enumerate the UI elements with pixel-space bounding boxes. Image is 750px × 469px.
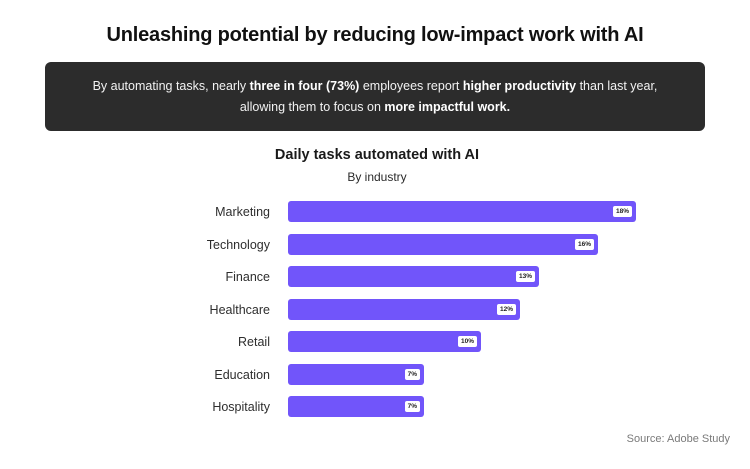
category-label: Marketing bbox=[215, 205, 270, 219]
value-label: 12% bbox=[496, 303, 516, 315]
category-label: Finance bbox=[225, 270, 270, 284]
banner-line-1: By automating tasks, nearly three in fou… bbox=[45, 76, 705, 97]
category-label: Retail bbox=[238, 335, 270, 349]
bar: 7% bbox=[288, 363, 424, 385]
chart-subtitle: By industry bbox=[347, 170, 407, 184]
bar-row-hospitality: Hospitality 7% bbox=[0, 396, 750, 418]
banner-text: allowing them to focus on bbox=[239, 99, 385, 114]
key-stat-banner: By automating tasks, nearly three in fou… bbox=[45, 62, 705, 131]
bar-row-finance: Finance 13% bbox=[0, 266, 750, 288]
category-label: Hospitality bbox=[212, 400, 270, 414]
bar: 7% bbox=[288, 396, 424, 417]
bar-row-retail: Retail 10% bbox=[0, 331, 750, 353]
bar-row-education: Education 7% bbox=[0, 363, 750, 386]
banner-highlight-share: three in four (73%) bbox=[249, 78, 360, 93]
banner-text: than last year, bbox=[576, 78, 658, 93]
value-label: 18% bbox=[612, 206, 632, 217]
bar-row-healthcare: Healthcare 12% bbox=[0, 298, 750, 321]
bar: 12% bbox=[288, 298, 520, 320]
value-label: 13% bbox=[515, 271, 535, 282]
chart-title: Daily tasks automated with AI bbox=[274, 147, 480, 163]
value-label: 7% bbox=[404, 401, 420, 412]
value-label: 10% bbox=[457, 336, 477, 347]
bar: 10% bbox=[288, 331, 481, 352]
banner-line-2: allowing them to focus on more impactful… bbox=[45, 97, 705, 118]
banner-highlight-productivity: higher productivity bbox=[462, 78, 577, 93]
banner-text: By automating tasks, nearly bbox=[92, 78, 250, 93]
source-note: Source: Adobe Study bbox=[626, 433, 730, 445]
category-label: Healthcare bbox=[209, 302, 270, 317]
bar-row-marketing: Marketing 18% bbox=[0, 201, 750, 223]
banner-highlight-impact: more impactful work. bbox=[384, 99, 511, 114]
value-label: 7% bbox=[404, 368, 420, 380]
page-title: Unleashing potential by reducing low-imp… bbox=[106, 24, 644, 46]
bar: 16% bbox=[288, 233, 598, 255]
banner-text: employees report bbox=[359, 78, 463, 93]
category-label: Technology bbox=[206, 237, 270, 252]
category-label: Education bbox=[214, 367, 270, 382]
bar: 13% bbox=[288, 266, 539, 287]
value-label: 16% bbox=[574, 238, 594, 250]
bar: 18% bbox=[288, 201, 636, 222]
bar-row-technology: Technology 16% bbox=[0, 233, 750, 256]
